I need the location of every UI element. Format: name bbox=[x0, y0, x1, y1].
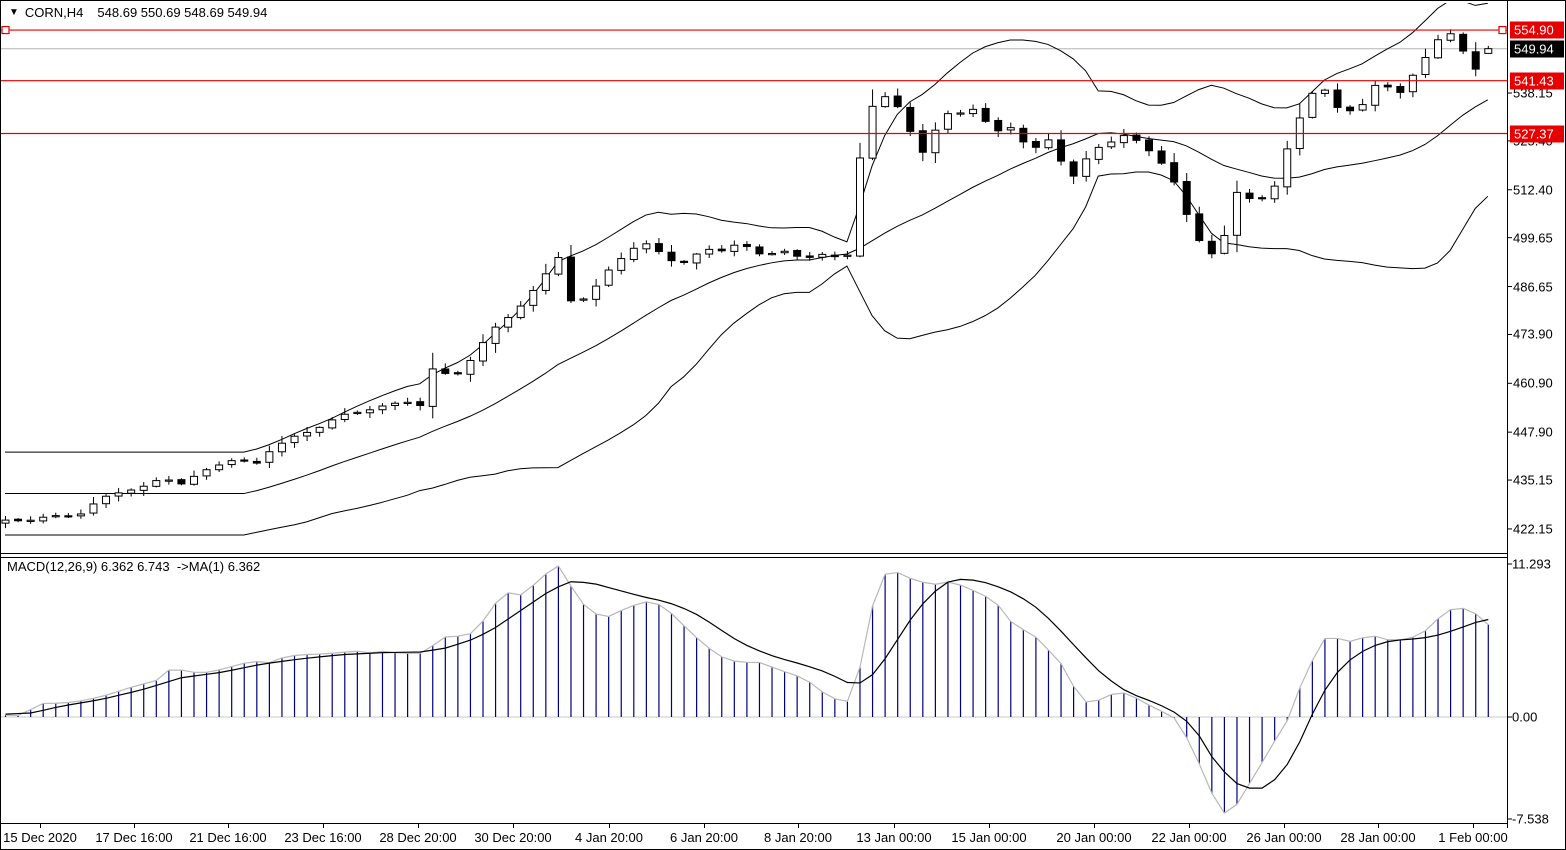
price-tick-label: 460.90 bbox=[1513, 375, 1553, 391]
time-tick-label[interactable]: 30 Dec 20:00 bbox=[474, 830, 552, 845]
time-tick-label[interactable]: 8 Jan 20:00 bbox=[764, 830, 832, 845]
time-tick-label[interactable]: 21 Dec 16:00 bbox=[189, 830, 267, 845]
ohlc-values: 548.69 550.69 548.69 549.94 bbox=[97, 5, 268, 20]
macd-tick-label: 0.00 bbox=[1512, 709, 1538, 725]
line-handle-right[interactable] bbox=[1498, 25, 1507, 35]
time-tick-label[interactable]: 28 Dec 20:00 bbox=[379, 830, 457, 845]
macd-histogram bbox=[4, 566, 1489, 814]
macd-tick-label: -7.538 bbox=[1512, 811, 1549, 827]
price-tick-label: 499.65 bbox=[1513, 230, 1553, 246]
price-tick-label: 512.40 bbox=[1513, 182, 1553, 198]
time-tick-label[interactable]: 4 Jan 20:00 bbox=[575, 830, 643, 845]
time-tick-label[interactable]: 1 Feb 00:00 bbox=[1438, 830, 1508, 845]
price-tick-label: 435.15 bbox=[1513, 472, 1553, 488]
time-tick-label[interactable]: 26 Jan 00:00 bbox=[1246, 830, 1322, 845]
price-tick-label: 486.65 bbox=[1513, 279, 1553, 295]
time-tick-label[interactable]: 15 Dec 2020 bbox=[3, 830, 77, 845]
price-pane[interactable] bbox=[1, 1, 1507, 536]
macd-signal-line bbox=[5, 578, 1489, 789]
bollinger-upper-band bbox=[5, 3, 1488, 453]
time-tick-label[interactable]: 17 Dec 16:00 bbox=[95, 830, 173, 845]
symbol-dropdown-icon[interactable]: ▼ bbox=[9, 7, 19, 18]
time-tick-label[interactable]: 28 Jan 00:00 bbox=[1340, 830, 1416, 845]
line-handle-left[interactable] bbox=[1, 25, 10, 35]
macd-main-ma-line bbox=[5, 565, 1489, 814]
time-tick-label[interactable]: 23 Dec 16:00 bbox=[284, 830, 362, 845]
time-tick-label[interactable]: 22 Jan 00:00 bbox=[1151, 830, 1227, 845]
symbol-period-label: CORN,H4 bbox=[24, 5, 84, 20]
time-tick-label[interactable]: 15 Jan 00:00 bbox=[951, 830, 1027, 845]
line-price-badge: 541.43 bbox=[1510, 72, 1564, 90]
axis-tick-marks bbox=[40, 92, 1512, 828]
line-price-badge: 527.37 bbox=[1510, 125, 1564, 142]
price-tick-label: 447.90 bbox=[1513, 424, 1553, 440]
macd-pane[interactable] bbox=[1, 565, 1507, 814]
time-tick-label[interactable]: 13 Jan 00:00 bbox=[856, 830, 932, 845]
macd-tick-label: 11.293 bbox=[1512, 556, 1551, 572]
current-price-badge: 549.94 bbox=[1510, 40, 1564, 58]
line-price-badge: 554.90 bbox=[1510, 21, 1564, 39]
time-tick-label[interactable]: 20 Jan 00:00 bbox=[1056, 830, 1132, 845]
price-tick-label: 538.15 bbox=[1513, 85, 1553, 101]
symbol-header: ▼ CORN,H4 548.69 550.69 548.69 549.94 bbox=[9, 6, 267, 20]
bollinger-middle-band bbox=[5, 99, 1489, 495]
time-tick-label[interactable]: 6 Jan 20:00 bbox=[670, 830, 738, 845]
macd-indicator-label: MACD(12,26,9) 6.362 6.743 ->MA(1) 6.362 bbox=[7, 559, 261, 574]
bollinger-lower-band bbox=[5, 171, 1489, 536]
price-tick-label: 422.15 bbox=[1513, 521, 1553, 537]
price-tick-label: 473.90 bbox=[1513, 326, 1553, 342]
